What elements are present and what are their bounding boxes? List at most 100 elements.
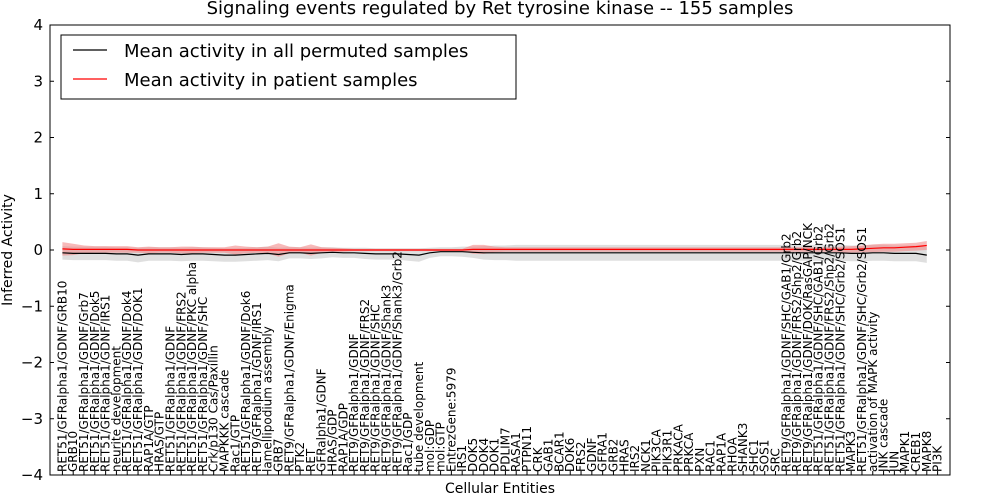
legend-box	[60, 34, 517, 100]
x-tick-label: SOS1	[758, 440, 772, 472]
y-tick-label: 2	[33, 129, 43, 147]
x-tick-label: lamellipodium assembly	[261, 326, 275, 472]
x-tick-label: RET9/GFRalpha1/GDNF/FRS2/Shp2/Grb2	[790, 231, 804, 472]
x-tick-label: PRKCA	[682, 432, 696, 472]
x-tick-label: JNK cascade	[877, 399, 891, 473]
x-tick-label: RET9/GFRalpha1/GDNF/SHC/GAB1/Grb2	[779, 233, 793, 472]
x-tick-label: RET51/GFRalpha1/GDNF/FRS2	[174, 291, 188, 472]
legend-label-patient: Mean activity in patient samples	[124, 70, 418, 91]
x-tick-label: RET51/GFRalpha1/GDNF/DOK1	[131, 288, 145, 472]
y-tick-label: 4	[33, 16, 43, 34]
x-tick-label: RASA1	[509, 432, 523, 472]
x-tick-label: GRB7	[272, 438, 286, 472]
x-tick-label: RET9/GFRalpha1/GDNF/Enigma	[282, 284, 296, 472]
y-tick-label: −2	[21, 354, 43, 372]
x-tick-label: GRB2	[607, 439, 621, 473]
x-tick-label: GRB10	[66, 431, 80, 472]
x-tick-label: MAPKKK cascade	[218, 370, 232, 472]
x-tick-label: RET51/GFRalpha1/GDNF/Grb7	[77, 292, 91, 472]
x-tick-label: DOK6	[563, 438, 577, 472]
x-tick-label: MAPK8	[920, 431, 934, 472]
x-tick-label: RHOA	[725, 436, 739, 472]
x-tick-label: RET51/GFRalpha1/GDNF/Dok4	[120, 291, 134, 472]
x-tick-label: RAP1A	[715, 432, 729, 472]
x-tick-label: GFRalpha1/GDNF	[315, 368, 329, 472]
y-axis: −4 −3 −2 −1 0 1 2 3 4	[21, 16, 950, 484]
x-tick-label: MAPK1	[898, 431, 912, 472]
x-tick-label: CREB1	[909, 432, 923, 472]
x-tick-label: SRC	[769, 448, 783, 472]
x-tick-label: Crk/p130 Cas/Paxillin	[207, 345, 221, 472]
x-tick-label: RET51/GFRalpha1/GDNF/PKC alpha	[185, 262, 199, 472]
x-tick-label: RET51/GFRalpha1/GDNF/SHC/GAB1/Grb2	[812, 226, 826, 472]
y-tick-label: 0	[33, 241, 43, 259]
x-tick-label: RET9/GFRalpha1/GDNF/FRS2	[358, 299, 372, 472]
x-tick-label: PIK3CA	[650, 428, 664, 472]
x-tick-label: RAP1A/GTP	[142, 405, 156, 472]
x-tick-label: neurite development	[109, 346, 123, 472]
x-tick-label: RET9/GFRalpha1/GDNF	[347, 333, 361, 472]
x-tick-label: PIK3R1	[661, 430, 675, 472]
y-tick-label: −4	[21, 466, 43, 484]
x-tick-label: Rac1/GDP	[401, 413, 415, 472]
x-tick-label: PDLIM7	[498, 427, 512, 472]
x-tick-label: HRAS	[617, 439, 631, 472]
x-tick-label: Rac1/GTP	[228, 415, 242, 472]
x-tick-label: mol:GTP	[434, 422, 448, 472]
legend-label-permuted: Mean activity in all permuted samples	[124, 41, 468, 62]
x-tick-label: PTK2	[293, 442, 307, 472]
x-tick-label: RAC1	[704, 440, 718, 472]
x-tick-label: RET9/GFRalpha1/GDNF/Shank3/Grb2	[390, 251, 404, 472]
x-tick-label: GAB1	[542, 439, 556, 472]
x-tick-label: RET9/GFRalpha1/GDNF/Shank3	[380, 285, 394, 472]
x-tick-label: PXN	[693, 448, 707, 472]
x-tick-label: PI3K	[931, 445, 945, 472]
x-tick-label: JUN	[887, 451, 901, 473]
x-tick-label: tube development	[412, 361, 426, 472]
x-tick-label: PTPN11	[520, 426, 534, 472]
x-tick-label: RET51/GFRalpha1/GDNF/Dok6	[239, 291, 253, 472]
series-lines	[62, 244, 927, 256]
y-tick-label: 1	[33, 185, 43, 203]
x-tick-label: PRKACA	[671, 423, 685, 472]
x-tick-label: mol:GDP	[423, 420, 437, 472]
x-tick-label: SHC1	[747, 439, 761, 472]
x-tick-label: GFRA1	[596, 432, 610, 472]
y-tick-label: −1	[21, 297, 43, 315]
x-axis-label: Cellular Entities	[445, 481, 555, 497]
x-tick-label: RET9/GFRalpha1/GDNF/DOK/RasGAP/NCK	[801, 222, 815, 472]
x-tick-label: RET51/GFRalpha1/GDNF/SHC/Grb2/SOS1	[833, 227, 847, 472]
x-tick-label: HRAS/GTP	[153, 412, 167, 472]
legend: Mean activity in all permuted samples Me…	[60, 34, 517, 100]
line-permuted	[62, 251, 927, 256]
x-tick-label: RET51/GFRalpha1/GDNF/IRS1	[99, 295, 113, 472]
x-tick-label: RET51/GFRalpha1/GDNF/SHC/Grb2/SOS1	[855, 227, 869, 472]
x-tick-label: EntrezGene:5979	[444, 368, 458, 473]
x-tick-label: IRS2	[628, 445, 642, 472]
x-tick-label: DOK5	[466, 438, 480, 472]
x-tick-label: HRAS/GDP	[326, 409, 340, 472]
y-tick-label: 3	[33, 72, 43, 90]
x-tick-label: RET51/GFRalpha1/GDNF	[164, 326, 178, 472]
x-tick-label: IRS1	[455, 445, 469, 472]
x-tick-label: RET51/GFRalpha1/GDNF/GRB10	[55, 281, 69, 472]
x-tick-label: RET51/GFRalpha1/GDNF/SHC	[196, 297, 210, 472]
x-tick-label: activation of MAPK activity	[866, 312, 880, 472]
chart-title: Signaling events regulated by Ret tyrosi…	[207, 0, 794, 19]
x-tick-label: SHANK3	[736, 423, 750, 472]
x-tick-label: FRS2	[574, 441, 588, 472]
x-tick-label: DOK4	[477, 438, 491, 472]
x-axis: RET51/GFRalpha1/GDNF/GRB10GRB10RET51/GFR…	[55, 222, 945, 475]
x-tick-label: DOK1	[488, 438, 502, 472]
y-axis-label: Inferred Activity	[0, 194, 16, 306]
x-tick-label: RET51/GFRalpha1/GDNF/Dok5	[88, 291, 102, 472]
x-tick-label: RET9/GFRalpha1/GDNF/IRS1	[250, 302, 264, 472]
x-tick-label: GDNF	[585, 437, 599, 472]
x-tick-label: RET51/GFRalpha1/GDNF/FRS2/Shp2/Grb2	[823, 223, 837, 472]
line-patient	[62, 244, 927, 251]
x-tick-label: RET9/GFRalpha1/GDNF/SHC	[369, 304, 383, 472]
x-tick-label: NCK1	[639, 439, 653, 472]
x-tick-label: RAP1A/GDP	[336, 403, 350, 472]
x-tick-label: RET	[304, 448, 318, 472]
